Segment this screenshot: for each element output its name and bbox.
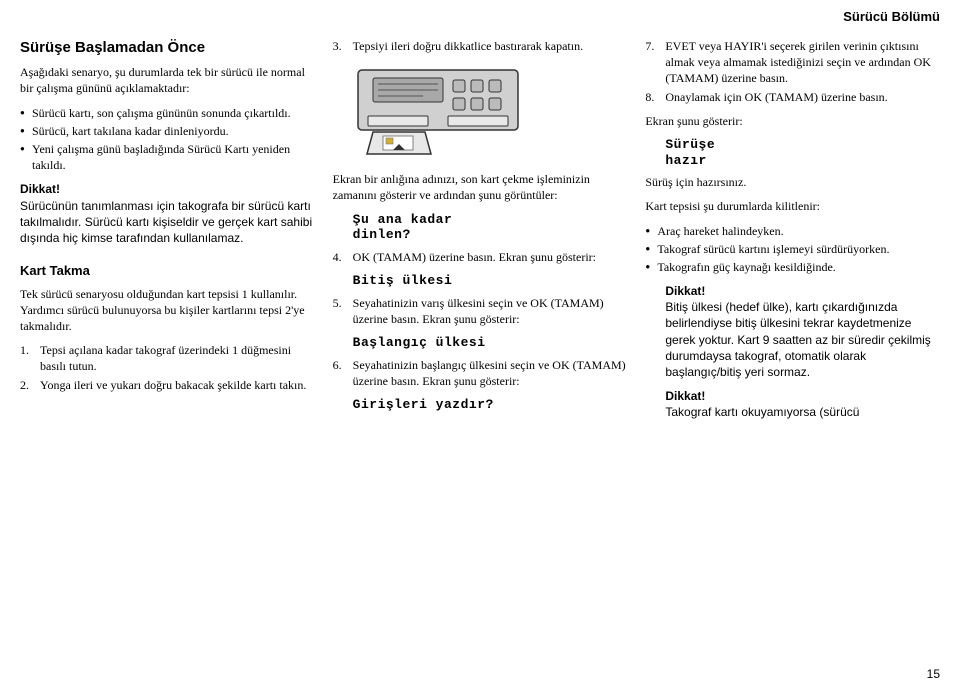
bullet-item: Yeni çalışma günü başladığında Sürücü Ka…: [20, 141, 315, 173]
content-columns: Sürüşe Başlamadan Önce Aşağıdaki senaryo…: [0, 0, 960, 650]
step-text: OK (TAMAM) üzerine basın. Ekran şunu gös…: [353, 250, 596, 264]
step-text: Seyahatinizin varış ülkesini seçin ve OK…: [353, 296, 604, 326]
step-text: Yonga ileri ve yukarı doğru bakacak şeki…: [40, 378, 306, 392]
steps-list-5: 6. Seyahatinizin başlangıç ülkesini seçin…: [333, 357, 628, 389]
step-item: 1. Tepsi açılana kadar takograf üzerindek…: [20, 342, 315, 374]
step-item: 7. EVET veya HAYIR'i seçerek girilen veri…: [645, 38, 940, 87]
tray-lock-intro: Kart tepsisi şu durumlarda kilitlenir:: [645, 198, 940, 214]
step-number: 4.: [333, 249, 342, 265]
display-output: Sürüşe hazır: [665, 137, 940, 168]
step-number: 5.: [333, 295, 342, 311]
after-illustration-text: Ekran bir anlığına adınızı, son kart çek…: [333, 171, 628, 203]
column-1: Sürüşe Başlamadan Önce Aşağıdaki senaryo…: [20, 38, 315, 620]
page-header: Sürücü Bölümü: [843, 8, 940, 26]
lock-conditions-bullets: Araç hareket halindeyken. Takograf sürüc…: [645, 223, 940, 276]
bullet-item: Sürücü, kart takılana kadar dinleniyordu…: [20, 123, 315, 139]
attention-body: Takograf kartı okuyamıyorsa (sürücü: [665, 404, 940, 420]
step-number: 8.: [645, 89, 654, 105]
step-item: 3. Tepsiyi ileri doğru dikkatlice bastıra…: [333, 38, 628, 54]
bullet-item: Takografın güç kaynağı kesildiğinde.: [645, 259, 940, 275]
step-number: 1.: [20, 342, 29, 358]
steps-list-4: 5. Seyahatinizin varış ülkesini seçin ve …: [333, 295, 628, 327]
step-item: 5. Seyahatinizin varış ülkesini seçin ve …: [333, 295, 628, 327]
step-number: 6.: [333, 357, 342, 373]
heading-insert-card: Kart Takma: [20, 262, 315, 280]
page-number: 15: [927, 666, 940, 682]
step-item: 4. OK (TAMAM) üzerine basın. Ekran şunu g…: [333, 249, 628, 265]
attention-label: Dikkat!: [20, 181, 315, 197]
attention-body: Bitiş ülkesi (hedef ülke), kartı çıkardı…: [665, 299, 940, 380]
attention-block-2: Dikkat! Bitiş ülkesi (hedef ülke), kartı…: [645, 283, 940, 421]
step-item: 6. Seyahatinizin başlangıç ülkesini seçin…: [333, 357, 628, 389]
column-2: 3. Tepsiyi ileri doğru dikkatlice bastıra…: [333, 38, 628, 620]
step-number: 3.: [333, 38, 342, 54]
step-text: Seyahatinizin başlangıç ülkesini seçin v…: [353, 358, 626, 388]
screen-shows-text: Ekran şunu gösterir:: [645, 113, 940, 129]
display-output: Başlangıç ülkesi: [353, 335, 628, 351]
display-output: Şu ana kadar dinlen?: [353, 212, 628, 243]
heading-before-driving: Sürüşe Başlamadan Önce: [20, 38, 315, 58]
steps-list-2: 3. Tepsiyi ileri doğru dikkatlice bastıra…: [333, 38, 628, 54]
scenario-bullets: Sürücü kartı, son çalışma gününün sonund…: [20, 105, 315, 174]
bullet-item: Araç hareket halindeyken.: [645, 223, 940, 239]
step-text: Tepsiyi ileri doğru dikkatlice bastırara…: [353, 39, 583, 53]
attention-body: Sürücünün tanımlanması için takografa bi…: [20, 198, 315, 247]
display-output: Bitiş ülkesi: [353, 273, 628, 289]
bullet-item: Takograf sürücü kartını işlemeyi sürdürü…: [645, 241, 940, 257]
display-output: Girişleri yazdır?: [353, 397, 628, 413]
step-number: 7.: [645, 38, 654, 54]
step-text: Tepsi açılana kadar takograf üzerindeki …: [40, 343, 291, 373]
step-item: 8. Onaylamak için OK (TAMAM) üzerine bası…: [645, 89, 940, 105]
attention-label: Dikkat!: [665, 283, 940, 299]
insert-card-intro: Tek sürücü senaryosu olduğundan kart tep…: [20, 286, 315, 335]
steps-list-6: 7. EVET veya HAYIR'i seçerek girilen veri…: [645, 38, 940, 105]
step-text: Onaylamak için OK (TAMAM) üzerine basın.: [665, 90, 887, 104]
tachograph-illustration: [353, 62, 523, 157]
step-item: 2. Yonga ileri ve yukarı doğru bakacak şe…: [20, 377, 315, 393]
intro-paragraph: Aşağıdaki senaryo, şu durumlarda tek bir…: [20, 64, 315, 96]
bullet-item: Sürücü kartı, son çalışma gününün sonund…: [20, 105, 315, 121]
step-number: 2.: [20, 377, 29, 393]
attention-label: Dikkat!: [665, 388, 940, 404]
steps-list-3: 4. OK (TAMAM) üzerine basın. Ekran şunu g…: [333, 249, 628, 265]
steps-list-1: 1. Tepsi açılana kadar takograf üzerindek…: [20, 342, 315, 393]
column-3: 7. EVET veya HAYIR'i seçerek girilen veri…: [645, 38, 940, 620]
step-text: EVET veya HAYIR'i seçerek girilen verini…: [665, 39, 931, 85]
section-title: Sürücü Bölümü: [843, 9, 940, 24]
ready-text: Sürüş için hazırsınız.: [645, 174, 940, 190]
